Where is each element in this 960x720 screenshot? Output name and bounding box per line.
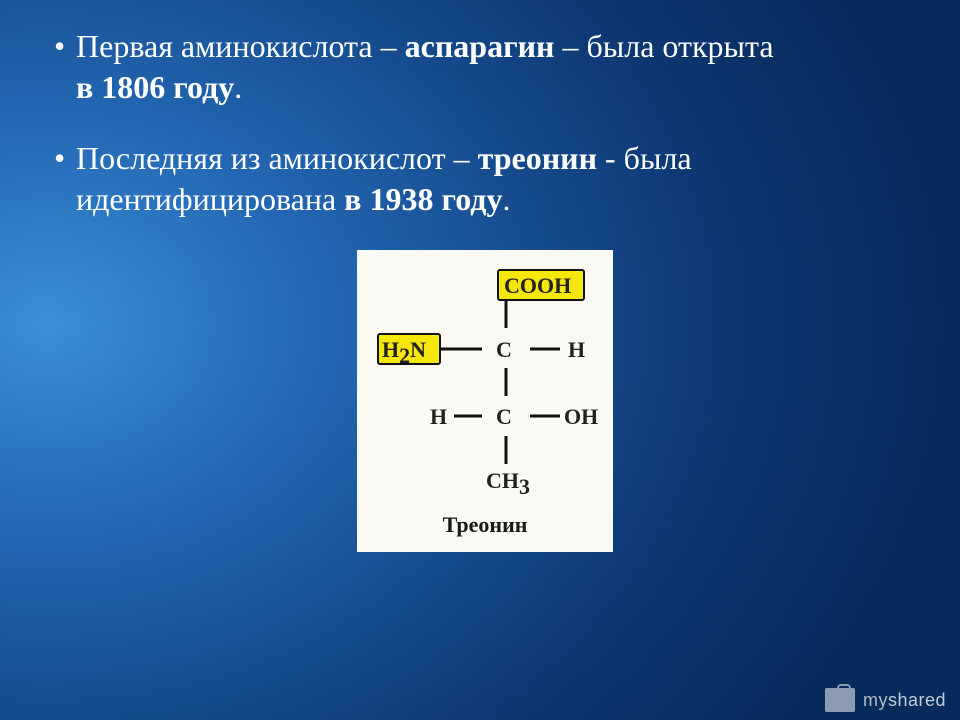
presentation-icon [825,688,855,712]
cooh-text: COOH [504,273,571,298]
bonds [440,300,560,464]
h-top-text: H [568,337,585,362]
h-mid-text: H [430,404,447,429]
c-top-text: C [496,337,512,362]
slide: Первая аминокислота – аспарагин – была о… [0,0,960,720]
c-mid-text: C [496,404,512,429]
bullet-1: Первая аминокислота – аспарагин – была о… [54,26,794,108]
molecule-image: COOH H2N C H H C OH CH3 Треонин [357,250,613,552]
watermark: myshared [825,688,946,712]
bullet-2: Последняя из аминокислот – треонин - был… [54,138,794,220]
ch3-text: CH3 [486,468,530,499]
oh-text: OH [564,404,598,429]
molecule-label: Треонин [369,512,601,538]
watermark-text: myshared [863,690,946,711]
molecule-svg: COOH H2N C H H C OH CH3 [370,266,600,502]
